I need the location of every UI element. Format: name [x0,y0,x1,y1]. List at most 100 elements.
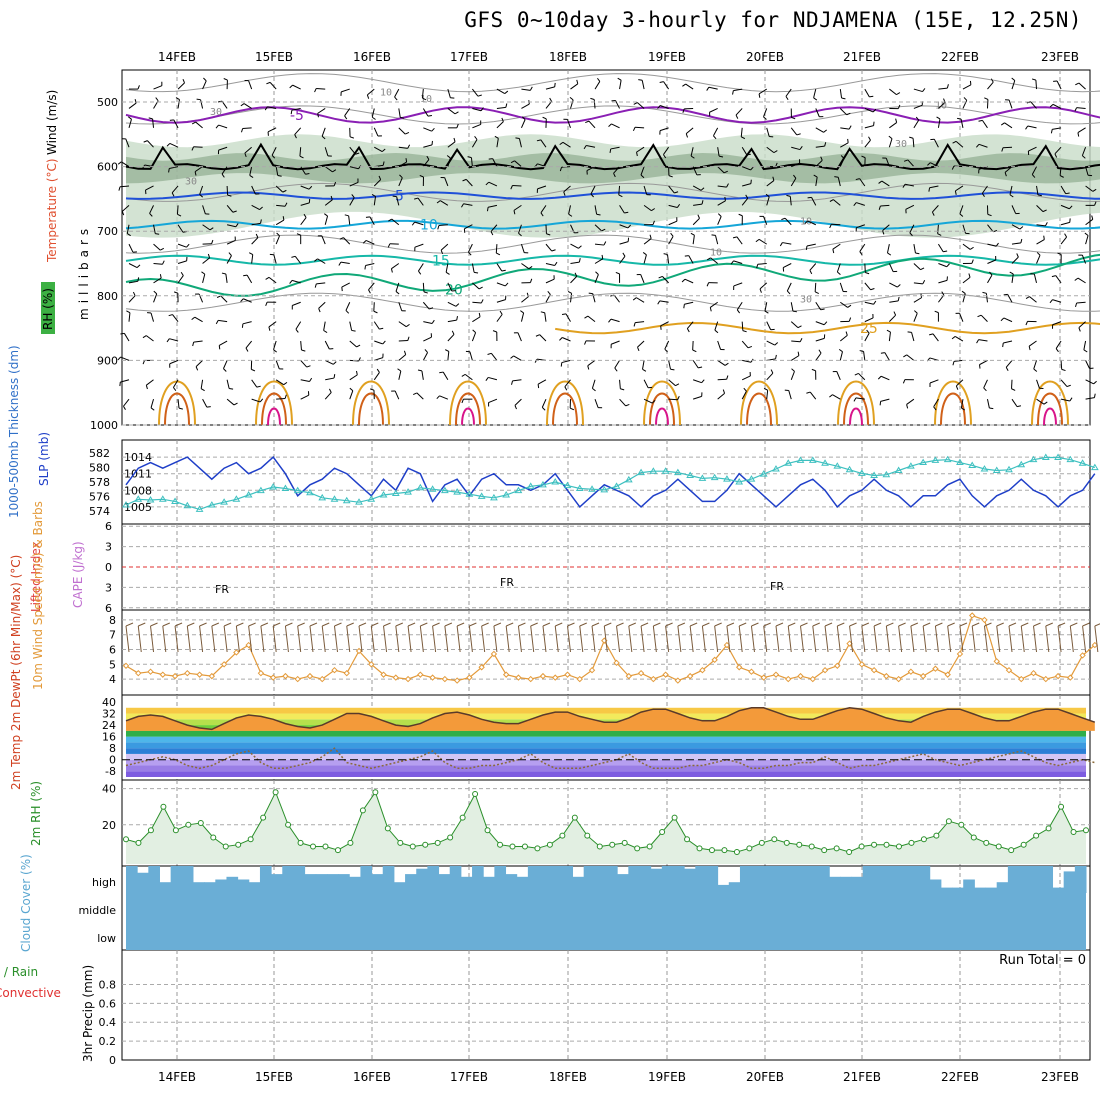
wind-barb-feather [984,97,989,100]
wind-barb [464,373,473,381]
wind-barb [788,390,792,400]
wind-barb-feather [909,136,914,139]
wind-barb [659,127,669,132]
wind-speed-marker [993,658,1000,665]
wind-barb [341,88,350,93]
surface-wind-barb-feather [984,622,992,627]
wind-barb-feather [513,210,516,215]
wind-barb [758,238,767,245]
wind-speed-marker [686,672,694,680]
temperature-tick-label: 40 [102,696,116,709]
high-cloud-bar [996,882,1009,893]
wind-barb-feather [946,84,949,89]
wind-barb-feather [969,246,974,250]
wind-barb [416,392,424,400]
wind-barb [863,351,866,361]
wind-barb [1030,101,1037,109]
wind-barb [809,263,817,271]
wind-speed-marker [809,675,816,683]
wind-barb-feather [145,385,148,390]
wind-barb-feather [922,280,926,285]
wind-barb-feather [439,371,444,374]
wind-barb-feather [142,335,147,339]
wind-barb [570,83,579,90]
wind-barb [685,127,694,135]
wind-barb [472,282,480,290]
wind-barb [570,261,580,264]
high-cloud-bar [806,866,819,893]
wind-barb [955,185,964,192]
wind-barb [300,166,306,175]
run-total-label: Run Total = 0 [999,953,1086,968]
wind-barb-feather [1082,155,1086,159]
wind-barb [447,157,451,167]
wind-barb [938,87,948,90]
wind-barb [226,255,232,264]
thickness-marker [269,483,278,490]
wind-barb [1003,340,1013,344]
high-cloud-bar [226,876,239,893]
surface-isotherm-loop [746,392,772,426]
wind-barb-feather [837,271,841,275]
wind-barb [1036,398,1045,405]
wind-barb-feather [700,187,705,191]
wind-barb-feather [968,273,971,278]
wind-tick-label: 6 [109,644,116,657]
wind-barb-feather [976,339,980,344]
wind-barb [659,105,669,109]
wind-barb [324,215,329,225]
wind-barb [859,178,866,187]
wind-barb [177,99,180,109]
wind-barb-feather [959,213,964,217]
wind-barb-feather [952,361,955,366]
wind-barb-feather [227,194,232,197]
wind-speed-marker [821,667,829,674]
wind-barb [1035,80,1038,90]
wind-barb-feather [175,97,180,101]
wind-barb-feather [742,330,747,333]
wind-axis-title: 10m Wind Speed (m/s) & Barbs [31,501,45,690]
wind-barb [880,204,890,207]
wind-barb [521,263,530,270]
wind-barb [294,127,302,135]
wind-barb-feather [620,388,625,391]
thickness-marker [465,490,474,497]
high-cloud-bar [717,884,730,893]
wind-barb [177,82,185,90]
wind-barb [1085,379,1094,385]
wind-barb [128,102,137,109]
wind-barb-feather [431,319,435,324]
wind-barb [514,398,522,406]
wind-barb-feather [868,136,871,141]
wind-barb [610,146,620,150]
wind-speed-marker [527,675,534,683]
high-cloud-bar [248,882,261,893]
wind-barb [398,161,407,168]
wind-barb [267,106,277,109]
wind-barb [1005,360,1013,368]
surface-wind-barb-feather [800,622,808,627]
wind-barb [226,205,234,213]
high-cloud-bar [907,866,920,893]
wind-barb [321,127,326,137]
wind-barb [742,166,751,171]
wind-barb [1036,185,1039,195]
wind-barb [421,370,424,380]
wind-barb [881,180,890,187]
wind-barb [717,185,727,188]
wind-barb-feather [758,93,761,98]
wind-barb-feather [805,245,808,251]
wind-barb [218,146,228,151]
rh-marker [123,836,129,843]
temperature-band [126,707,1086,714]
rh-marker [945,818,952,825]
rh-marker [571,814,578,821]
wind-barb-feather [915,116,920,121]
high-cloud-bar [963,879,975,893]
wind-barb [636,297,645,303]
surface-wind-barb-feather [689,622,698,627]
wind-barb [1055,340,1062,349]
wind-barb [391,218,400,226]
wind-barb-feather [265,276,270,280]
upper-air-panel: FRFRFR-551015202510303010301030101050060… [41,73,1100,596]
